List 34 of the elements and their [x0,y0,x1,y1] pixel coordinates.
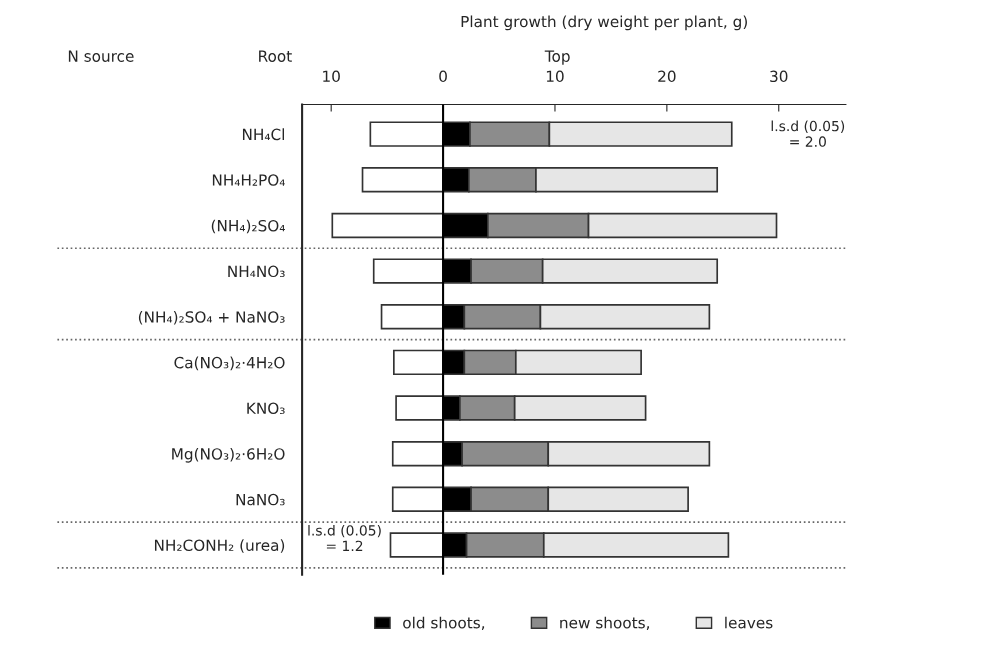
y-tick-label: (NH₄)₂SO₄ [211,219,285,234]
y-tick-label: (NH₄)₂SO₄ + NaNO₃ [138,310,285,325]
bar [391,440,444,467]
bar [389,532,444,558]
annotation: l.s.d (0.05) = 1.2 [308,524,381,551]
legend-label: old shoots, [403,616,485,631]
bar [361,167,444,193]
bar [372,258,444,284]
legend-label: leaves [725,616,773,629]
y-tick-label: NaNO₃ [236,493,285,506]
bar [380,304,444,330]
y-tick-label: KNO₃ [247,402,285,415]
y-tick-label: Mg(NO₃)₂·6H₂O [172,447,285,463]
x-tick-label: 10 [546,70,564,83]
bar [395,395,444,421]
chart-title: Plant growth (dry weight per plant, g) [461,15,747,31]
x-tick-label: 0 [439,70,447,83]
text: N source [68,50,134,62]
y-tick-label: Ca(NO₃)₂·4H₂O [174,356,285,371]
bar [369,121,444,147]
y-tick-label: NH₄Cl [242,128,284,141]
x-tick-label: 10 [323,70,340,83]
y-tick-label: NH₄NO₃ [228,265,285,278]
x-tick-label: 30 [770,70,788,83]
bar [393,349,444,376]
text: Root [259,50,292,62]
bar [331,212,444,239]
y-tick-label: NH₂CONH₂ (urea) [154,539,285,553]
bar [391,486,444,513]
legend-label: new shoots, [560,616,649,631]
x-tick-label: 20 [658,70,676,83]
text: Top [544,50,570,65]
annotation: l.s.d (0.05) = 2.0 [771,120,845,147]
y-tick-label: NH₄H₂PO₄ [212,174,285,186]
